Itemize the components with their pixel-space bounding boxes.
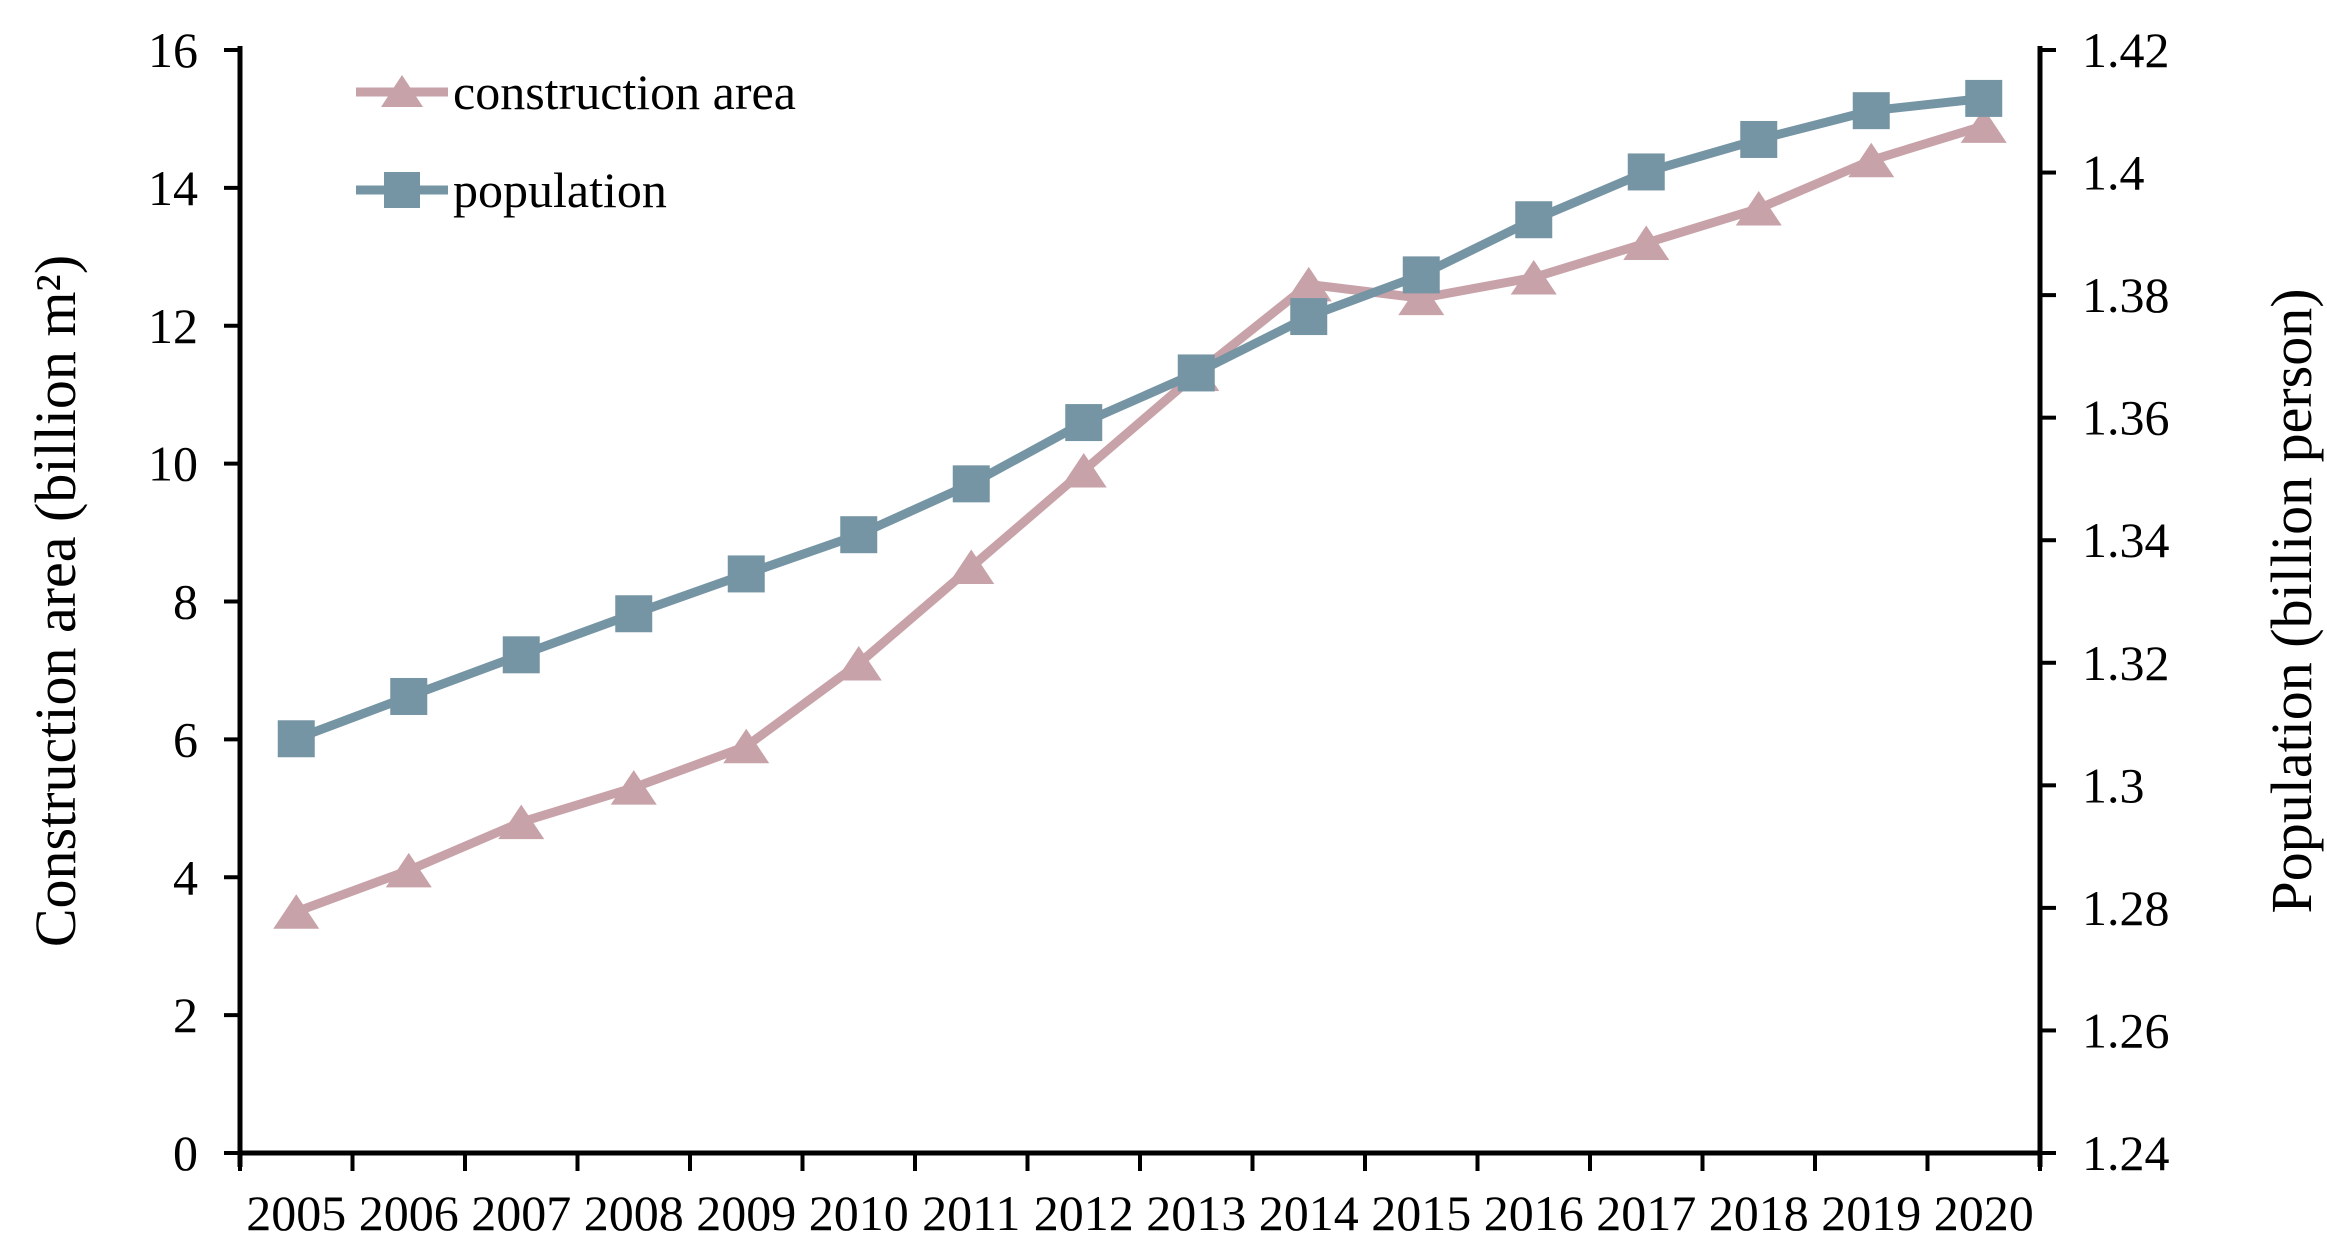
construction-area-marker xyxy=(1285,266,1332,302)
population-marker xyxy=(1627,153,1665,191)
population-legend-marker-icon xyxy=(356,172,448,208)
x-axis-year-label: 2018 xyxy=(1709,1185,1809,1241)
right-y-axis-tick-label: 1.28 xyxy=(2082,880,2170,936)
right-y-axis-tick-label: 1.38 xyxy=(2082,267,2170,323)
construction-area-marker xyxy=(1398,280,1445,316)
chart-legend: construction area population xyxy=(356,52,796,248)
construction-area-marker xyxy=(835,646,882,681)
x-axis-year-label: 2008 xyxy=(584,1185,684,1241)
population-marker xyxy=(1402,256,1440,294)
legend-label-population: population xyxy=(453,162,667,218)
right-y-axis-tick-label: 1.24 xyxy=(2082,1125,2170,1181)
population-series-line xyxy=(294,93,1985,743)
x-axis-year-label: 2005 xyxy=(246,1185,346,1241)
left-y-axis-tick-label: 4 xyxy=(173,849,198,905)
x-axis-year-label: 2014 xyxy=(1259,1185,1359,1241)
right-y-axis-tick-label: 1.36 xyxy=(2082,390,2170,446)
population-marker xyxy=(390,677,428,715)
left-y-axis-tick-label: 0 xyxy=(173,1125,198,1181)
right-y-axis-tick-label: 1.42 xyxy=(2082,22,2170,78)
population-marker xyxy=(1290,298,1328,336)
construction-area-marker xyxy=(385,852,432,888)
left-y-axis-tick-label: 12 xyxy=(148,298,198,354)
x-axis-year-label: 2011 xyxy=(922,1185,1020,1241)
construction-area-marker xyxy=(1960,108,2007,143)
right-y-axis-tick-label: 1.32 xyxy=(2082,635,2170,691)
population-marker xyxy=(502,636,540,674)
population-marker xyxy=(1515,201,1553,239)
population-marker xyxy=(1852,92,1890,130)
construction-area-marker xyxy=(1510,259,1557,295)
population-marker xyxy=(840,516,878,554)
right-y-axis-title: Population (billion person) xyxy=(2259,288,2324,914)
construction-area-marker xyxy=(1735,191,1782,226)
population-marker xyxy=(1065,404,1103,442)
legend-item-population: population xyxy=(356,150,796,230)
x-axis-year-label: 2017 xyxy=(1596,1185,1696,1241)
legend-label-construction-area: construction area xyxy=(453,64,796,120)
construction-area-legend-marker-icon xyxy=(356,75,448,107)
construction-area-marker xyxy=(610,770,657,805)
right-y-axis-tick-label: 1.26 xyxy=(2082,1002,2170,1058)
construction-area-marker xyxy=(723,728,770,764)
left-y-axis-tick-label: 16 xyxy=(148,22,198,78)
construction-area-series-line xyxy=(294,121,1986,916)
population-marker xyxy=(727,555,765,593)
x-axis-year-label: 2015 xyxy=(1371,1185,1471,1241)
left-y-axis-tick-label: 8 xyxy=(173,574,198,630)
legend-item-construction-area: construction area xyxy=(356,52,796,132)
x-axis-year-label: 2013 xyxy=(1146,1185,1246,1241)
x-axis-year-label: 2006 xyxy=(359,1185,459,1241)
population-marker xyxy=(1740,120,1778,158)
left-y-axis-tick-label: 10 xyxy=(148,436,198,492)
population-marker xyxy=(952,465,990,503)
population-marker xyxy=(615,595,653,633)
x-axis-year-label: 2012 xyxy=(1034,1185,1134,1241)
x-axis-year-label: 2007 xyxy=(471,1185,571,1241)
x-axis-year-label: 2010 xyxy=(809,1185,909,1241)
left-y-axis-tick-label: 14 xyxy=(148,160,198,216)
construction-area-marker xyxy=(1623,225,1670,261)
right-y-axis-tick-label: 1.4 xyxy=(2082,145,2145,201)
construction-area-marker xyxy=(1060,453,1107,488)
construction-area-marker xyxy=(273,894,320,929)
population-marker xyxy=(1965,79,2003,117)
right-y-axis-tick-label: 1.34 xyxy=(2082,512,2170,568)
left-y-axis-title: Construction area (billion m²) xyxy=(23,254,88,948)
x-axis-year-label: 2020 xyxy=(1934,1185,2034,1241)
left-y-axis-tick-label: 6 xyxy=(173,711,198,767)
right-y-axis-tick-label: 1.3 xyxy=(2082,757,2145,813)
construction-area-marker xyxy=(1848,142,1895,178)
construction-area-marker xyxy=(948,549,995,585)
x-axis-year-label: 2016 xyxy=(1484,1185,1584,1241)
x-axis-year-label: 2019 xyxy=(1821,1185,1921,1241)
left-y-axis-tick-label: 2 xyxy=(173,987,198,1043)
x-axis-year-label: 2009 xyxy=(696,1185,796,1241)
construction-area-marker xyxy=(498,804,545,840)
population-marker xyxy=(277,720,315,758)
population-marker xyxy=(1177,354,1215,392)
